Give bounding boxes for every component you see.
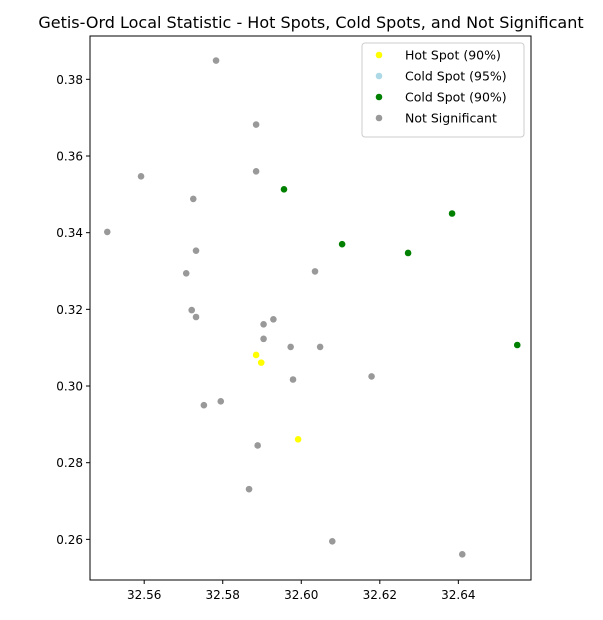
legend-label: Not Significant [405, 111, 497, 126]
point-cold-spot-90 [513, 341, 521, 349]
legend: Hot Spot (90%) Cold Spot (95%) Cold Spot (… [361, 42, 525, 138]
legend-marker [375, 51, 383, 59]
point-not-significant [192, 313, 200, 321]
point-cold-spot-90 [448, 210, 456, 217]
point-not-significant [287, 343, 294, 351]
point-not-significant [252, 168, 260, 175]
point-not-significant [245, 485, 253, 493]
x-tick-label: 32.56 [127, 588, 161, 602]
point-not-significant [458, 551, 466, 558]
legend-label: Cold Spot (95%) [405, 69, 507, 84]
point-not-significant [328, 537, 336, 545]
point-not-significant [368, 373, 375, 380]
point-hot-spot-90 [294, 436, 302, 443]
x-tick-label: 32.62 [363, 588, 397, 602]
point-not-significant [192, 247, 200, 254]
point-not-significant [254, 442, 261, 449]
point-cold-spot-90 [404, 249, 412, 257]
y-tick-label: 0.38 [56, 73, 83, 87]
point-not-significant [311, 268, 319, 275]
y-tick-label: 0.28 [56, 456, 83, 470]
legend-label: Cold Spot (90%) [405, 90, 507, 105]
point-not-significant [260, 320, 267, 328]
chart-title: Getis-Ord Local Statistic - Hot Spots, C… [38, 13, 583, 32]
y-tick-label: 0.30 [56, 380, 83, 394]
x-tick-label: 32.60 [284, 588, 318, 602]
point-cold-spot-90 [338, 240, 346, 248]
plot-frame [89, 35, 532, 581]
point-not-significant [200, 401, 208, 409]
legend-marker [375, 114, 383, 122]
point-hot-spot-90 [252, 351, 260, 359]
point-not-significant [103, 228, 111, 236]
point-hot-spot-90 [257, 359, 265, 366]
point-not-significant [137, 173, 145, 180]
point-not-significant [260, 335, 267, 343]
legend-box [361, 42, 525, 138]
x-tick-label: 32.64 [441, 588, 475, 602]
x-tick-label: 32.58 [206, 588, 240, 602]
point-not-significant [212, 57, 220, 64]
legend-marker [375, 72, 383, 80]
y-tick-label: 0.36 [56, 149, 83, 163]
point-not-significant [252, 121, 260, 128]
point-cold-spot-90 [280, 186, 288, 193]
point-not-significant [182, 270, 190, 277]
y-tick-label: 0.34 [56, 226, 83, 240]
points-layer [103, 57, 521, 558]
y-tick-label: 0.32 [56, 303, 83, 317]
point-not-significant [188, 306, 196, 314]
y-axis: 0.26 0.28 0.30 0.32 0.34 0.36 0.38 [56, 73, 90, 547]
y-tick-label: 0.26 [56, 533, 83, 547]
point-not-significant [189, 195, 197, 203]
point-not-significant [316, 343, 324, 351]
point-not-significant [217, 398, 225, 405]
point-not-significant [270, 316, 277, 323]
legend-label: Hot Spot (90%) [405, 48, 501, 63]
x-axis: 32.56 32.58 32.60 32.62 32.64 [127, 580, 476, 602]
point-not-significant [289, 376, 297, 383]
legend-marker [375, 93, 383, 101]
